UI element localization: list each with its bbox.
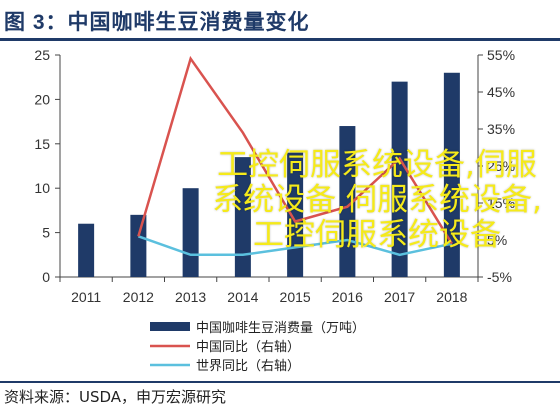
right-tick-label: 15%	[487, 195, 515, 211]
bar	[182, 188, 199, 277]
bar	[287, 152, 304, 277]
left-tick-label: 0	[42, 269, 50, 285]
left-tick-label: 20	[34, 91, 50, 107]
footer-divider	[0, 381, 560, 383]
bar	[234, 157, 251, 277]
left-tick-label: 25	[34, 47, 50, 63]
bar	[78, 223, 95, 277]
bar	[130, 214, 147, 277]
world-yoy-line	[137, 235, 453, 257]
right-tick-label: -5%	[487, 269, 512, 285]
bar	[391, 81, 408, 277]
legend-label: 中国同比（右轴）	[196, 340, 300, 355]
chart-title: 图 3：中国咖啡生豆消费量变化	[4, 11, 310, 34]
left-tick-label: 15	[34, 136, 50, 152]
left-tick-label: 10	[34, 180, 50, 196]
source-note: 资料来源：USDA，申万宏源研究	[4, 388, 227, 406]
x-tick-label: 2018	[436, 289, 467, 305]
legend-label: 中国咖啡生豆消费量（万吨）	[196, 321, 365, 336]
chart: 0 5 10 15 20 25 -5% 5% 15% 25% 35% 45% 55% 2011 2012 20…	[34, 47, 515, 374]
china-yoy-line	[137, 55, 453, 245]
legend-label: 世界同比（右轴）	[196, 359, 300, 374]
x-tick-label: 2014	[227, 289, 258, 305]
x-tick-label: 2016	[332, 289, 363, 305]
right-tick-label: 5%	[487, 232, 507, 248]
x-tick-label: 2015	[280, 289, 311, 305]
right-tick-label: 25%	[487, 158, 515, 174]
right-tick-label: 35%	[487, 121, 515, 137]
legend-swatch-bar	[150, 322, 190, 331]
right-tick-label: 55%	[487, 47, 515, 63]
title-divider	[0, 38, 560, 41]
bar	[339, 126, 356, 277]
x-tick-label: 2013	[175, 289, 206, 305]
x-tick-label: 2012	[123, 289, 154, 305]
left-tick-label: 5	[42, 225, 50, 241]
x-tick-label: 2011	[71, 289, 101, 305]
right-tick-label: 45%	[487, 84, 515, 100]
x-tick-label: 2017	[384, 289, 415, 305]
title-bar: 图 3：中国咖啡生豆消费量变化	[0, 0, 560, 41]
bar	[443, 72, 460, 277]
